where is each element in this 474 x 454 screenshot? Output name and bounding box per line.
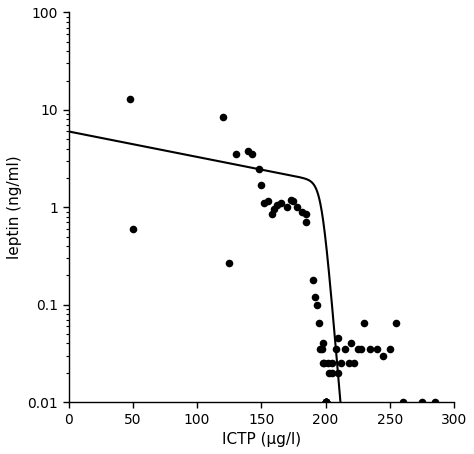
Point — [302, 219, 310, 226]
Point — [257, 181, 265, 188]
Point — [319, 360, 327, 367]
Y-axis label: leptin (ng/ml): leptin (ng/ml) — [7, 155, 22, 259]
Point — [317, 345, 324, 353]
Point — [319, 340, 327, 347]
Point — [337, 360, 345, 367]
Point — [232, 151, 239, 158]
Point — [127, 95, 134, 103]
Point — [322, 399, 329, 406]
Point — [328, 360, 336, 367]
Point — [322, 399, 329, 406]
Point — [358, 345, 365, 353]
Point — [328, 369, 336, 376]
Point — [418, 399, 426, 406]
Point — [341, 345, 348, 353]
Point — [322, 399, 329, 406]
Point — [326, 369, 333, 376]
Point — [248, 151, 256, 158]
Point — [332, 345, 339, 353]
Point — [335, 335, 342, 342]
Point — [273, 202, 281, 209]
Point — [283, 204, 291, 211]
Point — [245, 147, 252, 154]
Point — [129, 225, 137, 232]
Point — [255, 165, 263, 172]
Point — [313, 301, 320, 308]
Point — [226, 259, 233, 266]
Point — [311, 293, 319, 301]
Point — [290, 198, 297, 205]
Point — [320, 360, 328, 367]
Point — [322, 399, 329, 406]
Point — [299, 208, 306, 215]
Point — [318, 345, 326, 353]
Point — [293, 204, 301, 211]
Point — [360, 319, 368, 326]
Point — [347, 340, 355, 347]
Point — [322, 399, 329, 406]
Point — [315, 319, 323, 326]
Point — [322, 399, 329, 406]
Point — [431, 399, 438, 406]
Point — [373, 345, 381, 353]
Point — [335, 369, 342, 376]
Point — [354, 345, 361, 353]
Point — [268, 211, 275, 218]
Point — [309, 276, 317, 283]
Point — [322, 399, 329, 406]
Point — [322, 399, 329, 406]
Point — [380, 352, 387, 359]
Point — [302, 211, 310, 218]
Point — [277, 200, 284, 207]
Point — [219, 113, 227, 120]
Point — [287, 196, 295, 203]
Point — [367, 345, 374, 353]
Point — [322, 399, 329, 406]
Point — [345, 360, 352, 367]
Point — [386, 345, 393, 353]
Point — [260, 200, 268, 207]
Point — [350, 360, 357, 367]
Point — [392, 319, 400, 326]
Point — [324, 360, 332, 367]
Point — [264, 198, 272, 205]
X-axis label: ICTP (μg/l): ICTP (μg/l) — [222, 432, 301, 447]
Point — [270, 206, 278, 213]
Point — [399, 399, 406, 406]
